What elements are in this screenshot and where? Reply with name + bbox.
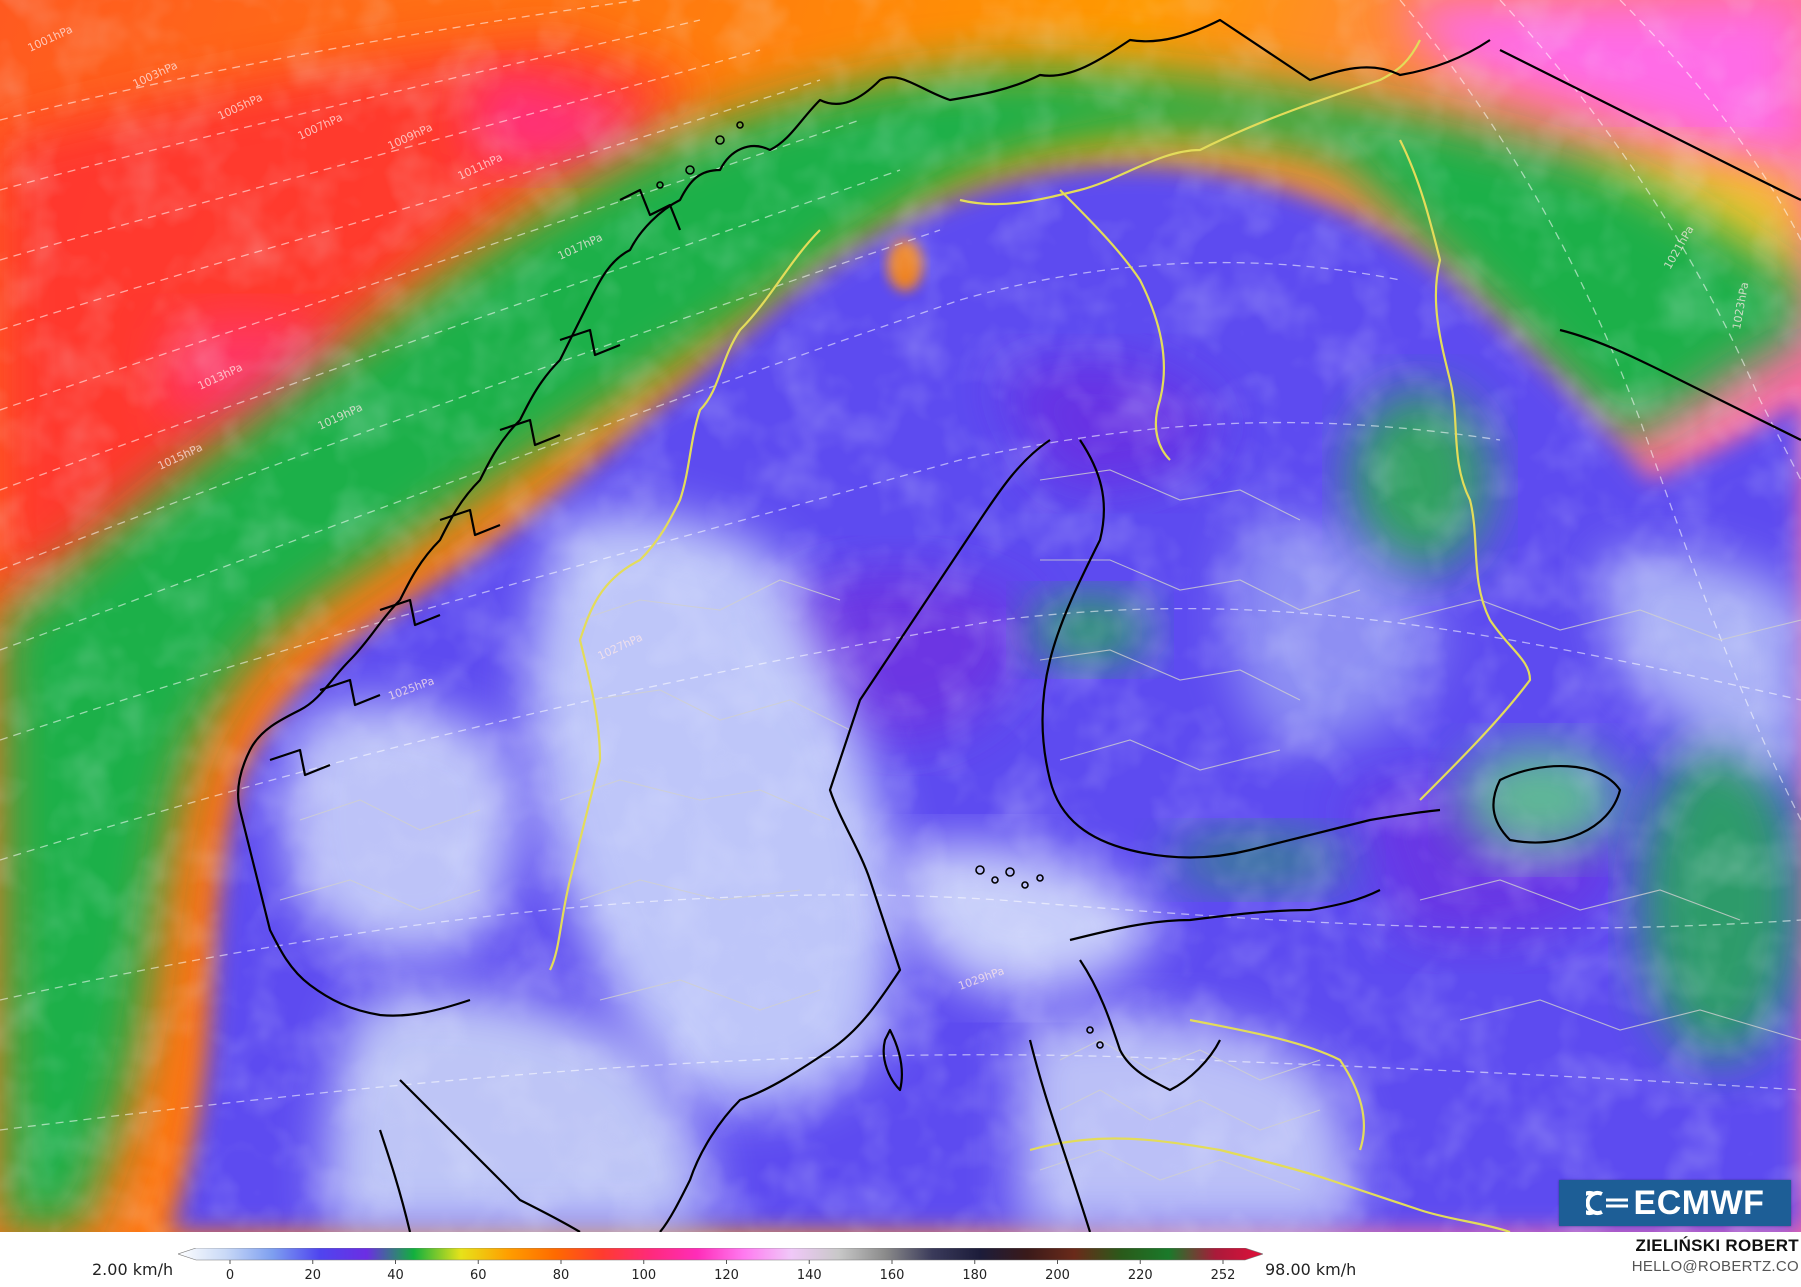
border-baltics	[1029, 1137, 1511, 1232]
colorbar-min-label: 2.00 km/h	[92, 1260, 174, 1279]
islands	[656, 121, 1104, 1049]
colorbar-tick-label: 40	[387, 1268, 404, 1283]
coast-norway	[236, 18, 1491, 1017]
coast-russia-north	[1499, 49, 1801, 201]
colorbar-ticks: 0 20 40 60 80 100 120 140 160 180 200 220 252	[226, 1260, 1236, 1283]
admin-line	[1039, 469, 1301, 521]
colorbar: 0 20 40 60 80 100 120 140 160 180 200 220 252	[178, 1248, 1263, 1283]
author-name: ZIELIŃSKI ROBERT	[1635, 1236, 1799, 1255]
coast-estonia	[1079, 959, 1221, 1092]
isobar-line	[0, 261, 1401, 651]
admin-line	[279, 879, 481, 911]
island	[685, 165, 695, 175]
colorbar-tick-label: 220	[1128, 1268, 1153, 1283]
admin-boundaries	[279, 469, 1801, 1191]
coast-gotland	[882, 1028, 904, 1092]
ecmwf-logo-text: ECMWF	[1633, 1183, 1765, 1222]
admin-line	[1059, 1089, 1321, 1131]
admin-line	[1059, 1039, 1321, 1081]
coast-sweden-east	[659, 439, 1051, 1232]
isobar-line	[0, 169, 901, 491]
author-email[interactable]: HELLO@ROBERTZ.CO	[1631, 1258, 1799, 1275]
isobar-line	[1499, 0, 1801, 481]
colorbar-max-label: 98.00 km/h	[1265, 1260, 1357, 1279]
coast-lakes	[1492, 765, 1622, 844]
admin-line	[1040, 559, 1361, 611]
colorbar-tick-label: 160	[880, 1268, 905, 1283]
island	[1096, 1041, 1104, 1049]
colorbar-tick-label: 20	[304, 1268, 321, 1283]
author-credit: ZIELIŃSKI ROBERT HELLO@ROBERTZ.CO	[1632, 1236, 1799, 1275]
colorbar-tick-label: 180	[962, 1268, 987, 1283]
island	[1086, 1026, 1094, 1034]
isobar-line	[1619, 0, 1801, 241]
island	[715, 135, 725, 145]
admin-line	[1459, 999, 1801, 1041]
admin-line	[299, 799, 481, 831]
island	[1021, 881, 1029, 889]
colorbar-tick-label: 252	[1211, 1268, 1236, 1283]
isobar-line	[0, 607, 1801, 861]
colorbar-tick-label: 100	[631, 1268, 656, 1283]
border-sweden-finland	[1059, 189, 1171, 461]
colorbar-tick-label: 120	[714, 1268, 739, 1283]
colorbar-body	[178, 1248, 1263, 1261]
border-latvia-lithuania	[1189, 1018, 1365, 1151]
admin-line	[559, 779, 831, 821]
border-norway-sweden	[549, 229, 821, 971]
isobar-line	[0, 0, 641, 121]
island	[991, 876, 999, 884]
admin-line	[1059, 739, 1281, 771]
isobar-line	[0, 1054, 1801, 1131]
wind-speed-map: 1001hPa 1003hPa 1005hPa 1007hPa 1009hPa …	[0, 0, 1801, 1232]
colorbar-tick-label: 140	[797, 1268, 822, 1283]
isobar-line	[0, 49, 761, 261]
border-norway-finland	[959, 39, 1421, 206]
admin-line	[1039, 1149, 1301, 1191]
isobar-line	[1399, 0, 1801, 821]
ecmwf-logo: ECMWF	[1559, 1180, 1791, 1226]
admin-line	[589, 689, 851, 731]
admin-line	[599, 979, 821, 1011]
coast-latvia	[1028, 1039, 1092, 1232]
isobar-line	[0, 119, 861, 411]
isobar-line	[0, 894, 1801, 1001]
coastlines	[236, 18, 1801, 1232]
island	[1005, 867, 1015, 877]
isobar-line	[0, 79, 821, 331]
colorbar-tick-label: 200	[1045, 1268, 1070, 1283]
island	[1036, 874, 1044, 882]
coast-gulf-finland	[1069, 889, 1381, 942]
isobar-line	[0, 229, 941, 571]
admin-line	[1399, 599, 1801, 641]
colorbar-tick-label: 0	[226, 1268, 234, 1283]
colorbar-tick-label: 80	[553, 1268, 570, 1283]
admin-line	[1039, 649, 1301, 701]
coast-finland	[1041, 439, 1441, 859]
island	[736, 121, 744, 129]
coast-denmark	[378, 1079, 581, 1232]
colorbar-tick-label: 60	[470, 1268, 487, 1283]
island	[656, 181, 664, 189]
admin-line	[579, 879, 801, 901]
isobar-line	[0, 421, 1501, 741]
island	[975, 865, 985, 875]
coast-fjords	[269, 188, 682, 777]
isobars	[0, 0, 1801, 1130]
admin-line	[579, 579, 841, 621]
border-finland-russia	[1399, 139, 1532, 801]
admin-line	[1419, 879, 1741, 921]
coast-white-sea	[1559, 328, 1801, 441]
wind-texture	[0, 0, 1801, 1232]
ecmwf-logo-icon	[1585, 1191, 1628, 1215]
country-borders	[549, 39, 1532, 1232]
footer: 2.00 km/h 0 20 40 60 80 100 120 140 160 180 200 220…	[0, 1232, 1801, 1287]
